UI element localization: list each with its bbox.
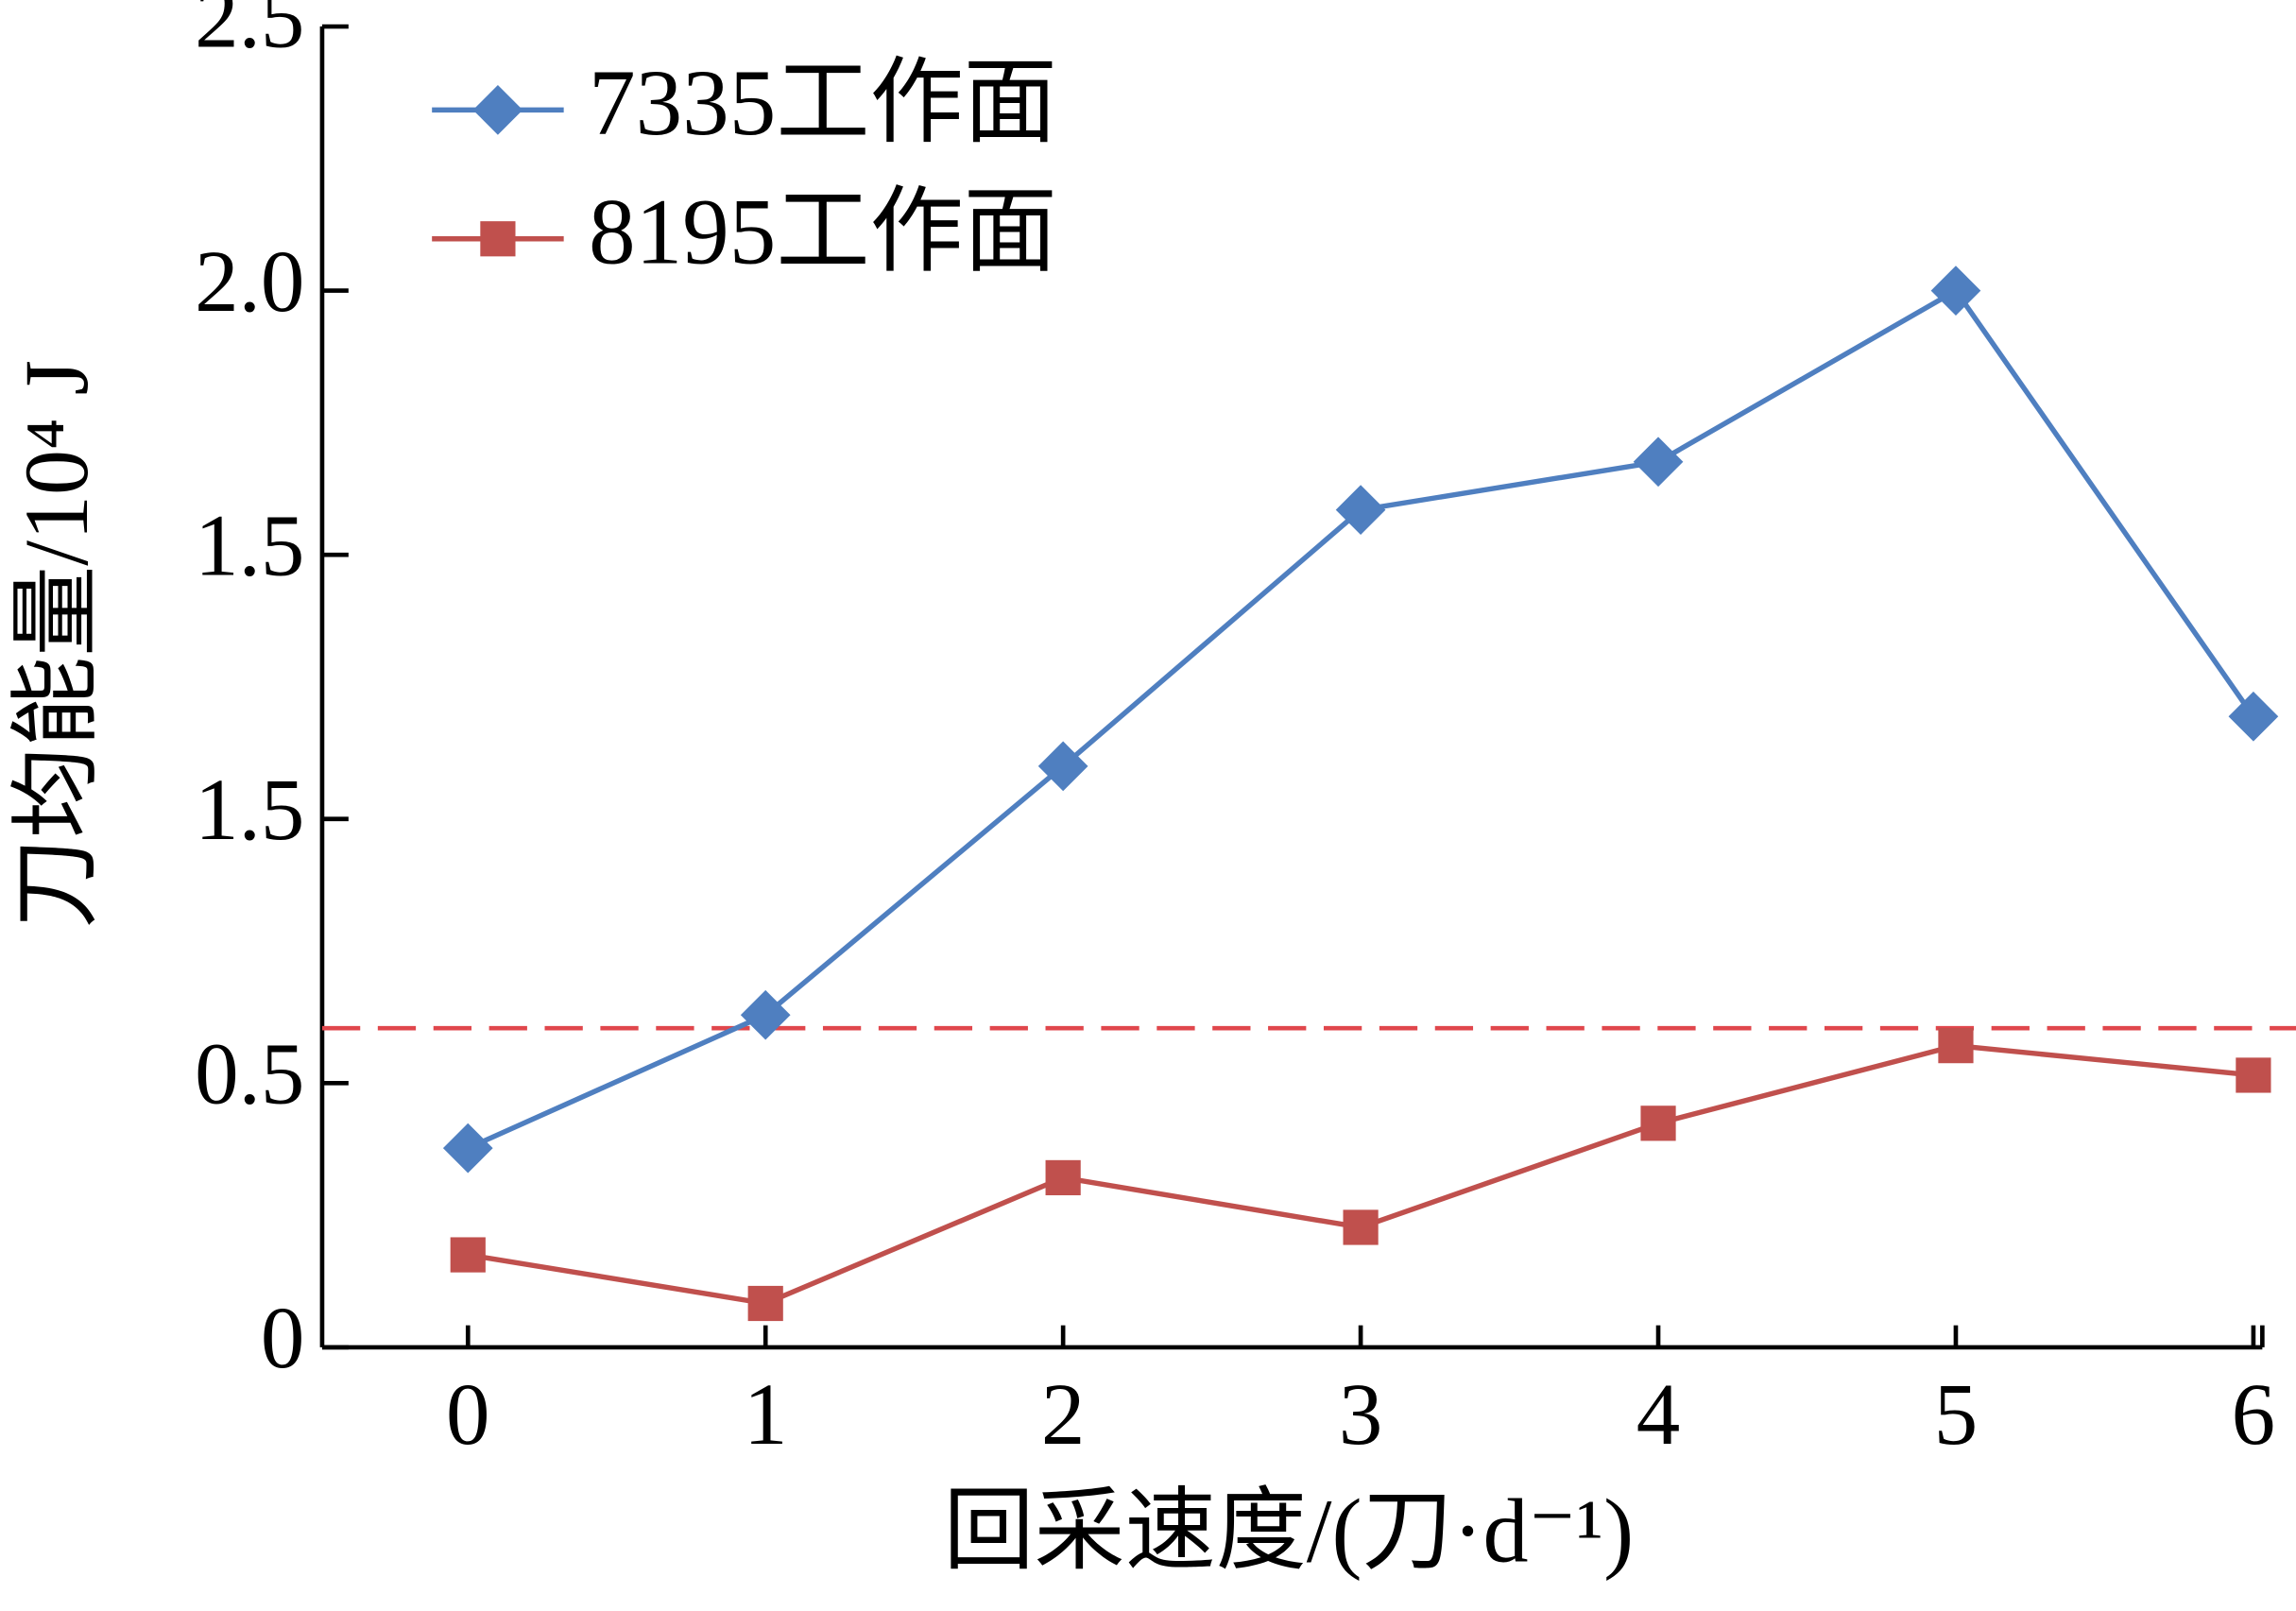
data-point bbox=[1938, 1028, 1974, 1064]
data-point bbox=[747, 1285, 783, 1322]
data-point bbox=[1640, 1105, 1676, 1141]
data-point bbox=[2228, 691, 2279, 742]
data-point bbox=[1343, 1209, 1379, 1245]
x-tick-label: 4 bbox=[1636, 1366, 1680, 1464]
y-axis-title: 刀均能量/10⁴ J bbox=[6, 360, 107, 929]
data-point bbox=[1037, 741, 1088, 792]
y-tick-label: 2.5 bbox=[195, 0, 304, 66]
y-tick-label: 0.5 bbox=[195, 1026, 304, 1123]
data-point bbox=[1335, 485, 1386, 536]
y-tick-label: 0 bbox=[261, 1290, 304, 1387]
data-point bbox=[1930, 266, 1981, 316]
data-point bbox=[2236, 1057, 2271, 1093]
data-point bbox=[740, 989, 791, 1040]
legend-label: 8195工作面 bbox=[589, 181, 1057, 284]
y-tick-label: 2.0 bbox=[195, 233, 304, 331]
data-point bbox=[1633, 437, 1684, 488]
data-point bbox=[450, 1237, 486, 1273]
series-line bbox=[467, 1042, 2254, 1307]
x-axis-title: 回采速度/(刀·d⁻¹) bbox=[943, 1481, 1634, 1582]
y-tick-label: 1.5 bbox=[195, 498, 304, 595]
legend-marker bbox=[472, 85, 523, 135]
y-tick-label: 1.5 bbox=[195, 762, 304, 859]
x-tick-label: 2 bbox=[1041, 1366, 1085, 1464]
x-tick-label: 5 bbox=[1934, 1366, 1978, 1464]
legend-marker bbox=[480, 221, 516, 257]
x-tick-label: 0 bbox=[446, 1366, 489, 1464]
data-point bbox=[1045, 1159, 1081, 1196]
x-tick-label: 1 bbox=[744, 1366, 787, 1464]
x-tick-label: 3 bbox=[1339, 1366, 1382, 1464]
series-line bbox=[467, 287, 2256, 1151]
x-tick-label: 6 bbox=[2232, 1366, 2275, 1464]
legend-label: 7335工作面 bbox=[589, 52, 1057, 155]
data-point bbox=[442, 1123, 493, 1174]
